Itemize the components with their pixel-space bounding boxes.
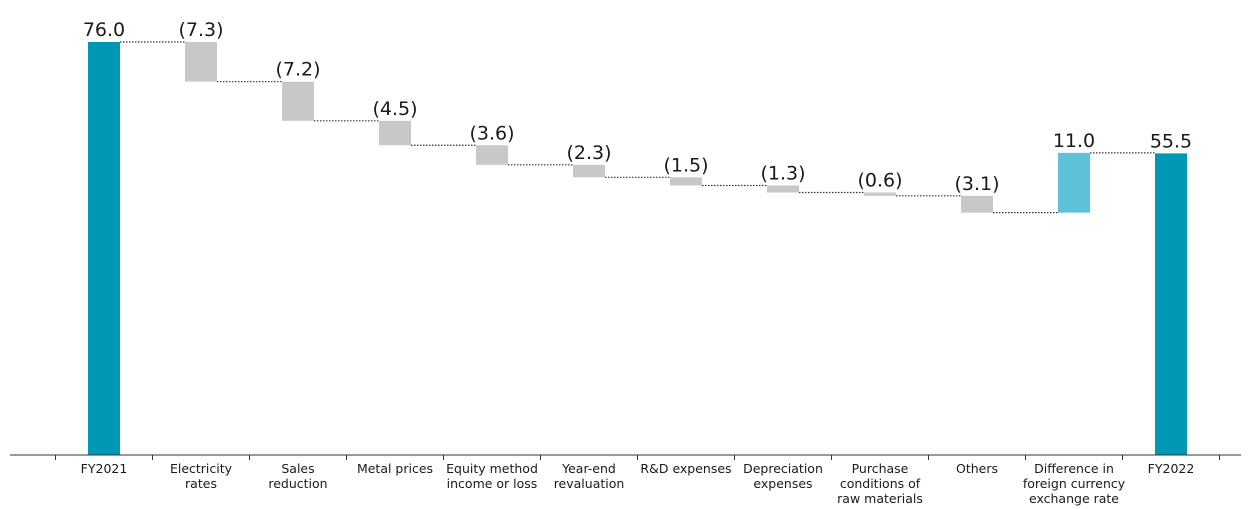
value-label: (4.5): [372, 98, 417, 120]
category-label: FY2021: [81, 461, 128, 476]
value-label: (7.2): [275, 59, 320, 81]
category-label: R&D expenses: [640, 461, 731, 476]
category-label: Depreciation expenses: [743, 461, 823, 491]
category-label: Equity method income or loss: [446, 461, 538, 491]
bar: [476, 145, 508, 165]
bar: [1058, 152, 1090, 213]
value-label: (7.3): [178, 19, 223, 41]
value-labels: 76.0 (7.3) (7.2) (4.5) (3.6) (2.3) (1.5) (1.3) (…: [83, 19, 1192, 195]
bars: [88, 42, 1187, 456]
value-label: (2.3): [566, 142, 611, 164]
connector-lines: [120, 41, 1155, 214]
bar: [670, 177, 702, 186]
category-label: Year-end revaluation: [554, 461, 625, 491]
category-label: Difference in foreign currency exchange ra…: [1023, 461, 1126, 506]
bar: [961, 195, 993, 213]
category-labels: FY2021 Electricity rates Sales reduction Meta…: [81, 461, 1195, 506]
bar: [1155, 153, 1187, 456]
bar: [282, 81, 314, 121]
bar: [88, 42, 120, 455]
value-label: (3.1): [954, 173, 999, 195]
bar: [864, 192, 896, 196]
category-label: Sales reduction: [268, 461, 327, 491]
bar: [379, 120, 411, 146]
x-axis-ticks: [55, 455, 1220, 460]
value-label: 55.5: [1150, 130, 1192, 152]
category-label: Purchase conditions of raw materials: [837, 461, 923, 506]
value-label: (3.6): [469, 122, 514, 144]
value-label: (0.6): [857, 170, 902, 192]
bar: [767, 185, 799, 193]
category-label: Metal prices: [357, 461, 433, 476]
value-label: (1.5): [663, 154, 708, 176]
category-label: Electricity rates: [170, 461, 233, 491]
value-label: (1.3): [760, 162, 805, 184]
category-label: Others: [956, 461, 998, 476]
bar: [185, 42, 217, 82]
bar: [573, 164, 605, 178]
category-label: FY2022: [1148, 461, 1195, 476]
value-label: 11.0: [1053, 130, 1095, 152]
value-label: 76.0: [83, 19, 125, 41]
